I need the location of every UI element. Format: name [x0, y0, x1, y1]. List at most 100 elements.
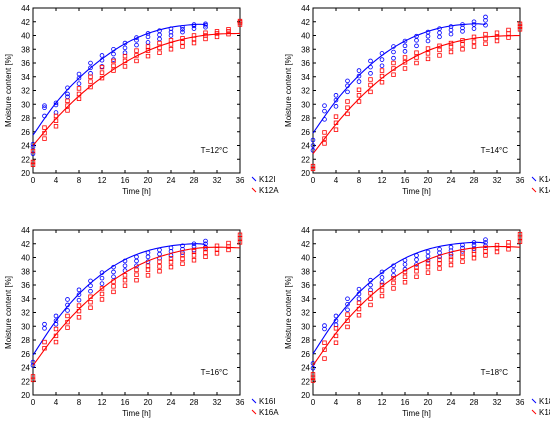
data-point	[226, 240, 231, 246]
data-point	[203, 30, 208, 35]
data-point	[391, 66, 396, 71]
data-point	[111, 289, 116, 295]
data-point	[414, 264, 419, 270]
data-point	[122, 258, 128, 264]
y-tick-label: 42	[301, 18, 310, 27]
x-tick-label: 20	[424, 176, 433, 185]
y-tick-label: 26	[21, 128, 30, 137]
data-point	[214, 251, 220, 256]
data-point	[310, 378, 316, 383]
data-point	[65, 91, 70, 97]
legend-entry-K16A: K16A	[251, 408, 279, 417]
data-point	[76, 96, 82, 101]
x-tick-label: 20	[144, 398, 153, 407]
data-point	[379, 269, 385, 275]
x-tick-label: 20	[144, 176, 153, 185]
fit-curve-K14I	[312, 23, 486, 134]
data-point	[168, 264, 174, 270]
y-tick-label: 30	[21, 322, 30, 331]
y-tick-label: 36	[21, 281, 30, 290]
x-tick-label: 16	[121, 176, 130, 185]
data-point	[345, 301, 350, 307]
data-point	[42, 130, 47, 136]
data-point	[76, 287, 82, 293]
data-point	[356, 296, 362, 302]
data-point	[333, 333, 339, 339]
data-point	[145, 40, 151, 45]
data-point	[180, 40, 185, 45]
data-point	[180, 44, 185, 49]
data-point	[322, 340, 327, 345]
data-point	[368, 71, 373, 76]
series-K12I	[30, 21, 208, 157]
series-K16I	[30, 238, 208, 368]
y-tick-label: 36	[21, 59, 30, 68]
data-point	[322, 323, 327, 328]
y-tick-label: 32	[21, 87, 30, 96]
data-point	[356, 286, 362, 292]
data-point	[145, 53, 151, 59]
data-point	[460, 38, 465, 43]
x-tick-label: 12	[378, 176, 387, 185]
temperature-annotation: T=18°C	[481, 368, 509, 377]
data-point	[180, 24, 185, 30]
y-tick-label: 34	[301, 73, 310, 82]
data-point	[471, 44, 477, 49]
data-point	[356, 87, 362, 93]
data-point	[483, 240, 488, 245]
data-point	[471, 242, 477, 248]
x-axis-title: Time [h]	[122, 187, 151, 196]
y-tick-label: 20	[301, 169, 310, 178]
x-tick-label: 36	[516, 398, 525, 407]
data-point	[168, 260, 174, 265]
x-tick-label: 32	[493, 176, 502, 185]
y-tick-label: 36	[301, 59, 310, 68]
data-point	[145, 44, 151, 49]
legend-entry-K18I: K18I	[531, 397, 550, 406]
data-point	[368, 64, 373, 70]
data-point	[134, 277, 139, 283]
data-point	[111, 63, 116, 68]
data-point	[494, 249, 500, 255]
data-point	[368, 82, 373, 88]
data-point	[30, 141, 36, 147]
data-point	[53, 118, 59, 123]
data-point	[333, 127, 339, 132]
data-point	[368, 58, 373, 64]
data-point	[333, 93, 339, 98]
data-point	[53, 333, 59, 339]
data-point	[460, 47, 465, 52]
data-point	[122, 45, 128, 51]
y-tick-label: 32	[21, 309, 30, 318]
data-point	[65, 308, 70, 313]
data-point	[391, 280, 396, 286]
data-point	[76, 91, 82, 97]
data-point	[191, 253, 197, 258]
data-point	[42, 125, 47, 130]
data-point	[88, 60, 93, 66]
data-point	[345, 312, 350, 317]
data-point	[402, 257, 408, 263]
data-point	[180, 256, 185, 262]
data-point	[460, 22, 465, 27]
data-point	[180, 36, 185, 41]
data-point	[145, 31, 151, 36]
data-point	[168, 42, 174, 47]
data-point	[237, 232, 243, 238]
legend-entry-K12A: K12A	[251, 186, 279, 195]
y-tick-label: 32	[301, 87, 310, 96]
y-tick-label: 44	[301, 226, 310, 235]
y-tick-label: 24	[301, 364, 310, 373]
y-tick-label: 26	[21, 350, 30, 359]
data-point	[391, 44, 396, 49]
y-tick-label: 38	[21, 267, 30, 276]
data-point	[391, 72, 396, 77]
data-point	[168, 26, 174, 31]
data-point	[345, 307, 350, 313]
data-point	[471, 34, 477, 40]
fit-curve-K16A	[32, 246, 241, 366]
data-point	[111, 68, 116, 73]
data-point	[214, 29, 220, 34]
data-point	[53, 326, 59, 332]
data-point	[333, 114, 339, 119]
